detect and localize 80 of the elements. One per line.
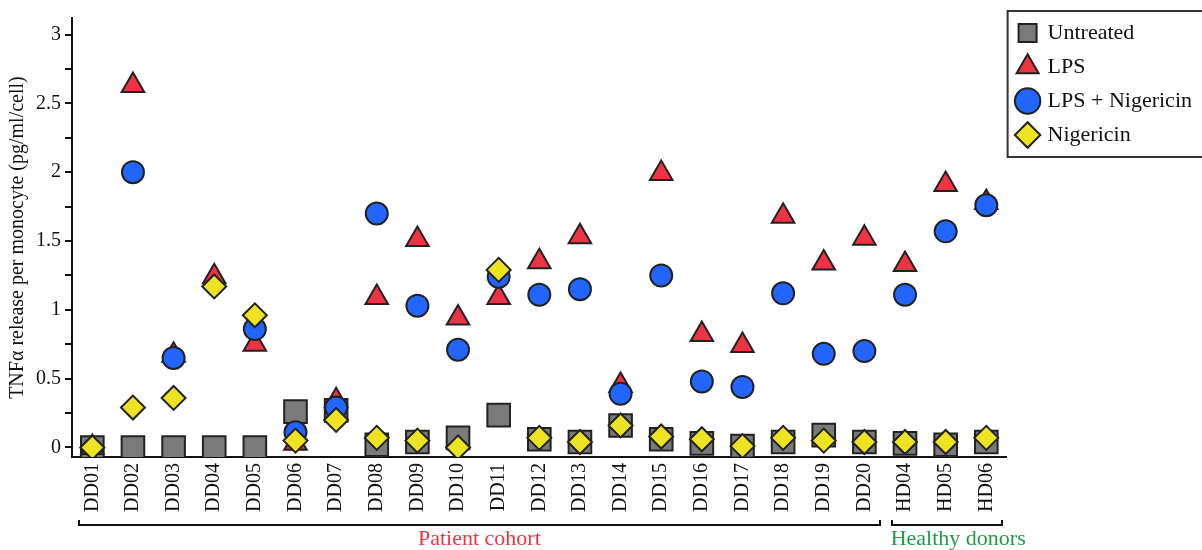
point [405,225,430,248]
point [242,435,268,458]
x-tick-label: HD05 [932,463,955,512]
x-tick-label: DD13 [567,463,590,512]
point [201,273,228,300]
x-tick-label: DD14 [607,463,630,512]
point [241,302,268,329]
point [852,224,877,246]
point [852,339,877,364]
x-tick-label: DD09 [404,463,427,512]
x-tick-label: DD03 [160,463,183,512]
x-tick-label: DD20 [851,463,874,512]
x-tick-label: DD07 [323,463,346,512]
x-tick-label: DD12 [526,463,549,512]
point [120,71,146,93]
y-tick-label: 2.5 [36,90,61,113]
point [648,159,674,182]
legend-label: LPS + Nigericin [1047,86,1193,112]
point [323,406,350,433]
x-tick-label: DD05 [242,463,265,512]
x-tick-label: DD08 [364,463,387,512]
point [689,369,714,394]
point [608,381,633,406]
point [893,282,918,307]
point [567,277,592,302]
y-axis-title: TNFα release per monocyte (pg/ml/cell) [5,76,29,399]
point [933,219,958,244]
point [486,402,511,428]
y-tick-label: 3 [51,21,61,44]
point [485,256,512,283]
x-tick-label: DD02 [120,463,143,512]
x-tick-label: DD18 [770,463,793,512]
point [160,384,187,411]
legend-label: Untreated [1047,18,1135,44]
point [933,170,958,193]
point [445,434,472,458]
point [688,426,715,453]
point [770,424,797,451]
text: Patient cohort [416,525,542,550]
x-tick-label: DD04 [201,463,224,512]
point [405,293,430,318]
point [161,435,186,458]
point [892,250,918,272]
x-tick-label: DD15 [648,463,671,512]
x-tick-label: DD10 [445,463,468,512]
point [201,435,227,458]
point [811,341,836,366]
x-tick-label: DD16 [689,463,712,512]
legend-label: LPS [1047,52,1086,78]
x-tick-label: DD06 [282,463,305,512]
point [283,399,308,424]
x-tick-label: HD04 [892,463,915,512]
point [649,263,674,288]
point [973,424,1000,451]
point [527,247,552,270]
y-tick-label: 2 [51,159,61,182]
point [811,249,837,271]
point [364,201,389,226]
x-tick-label: DD19 [811,463,833,512]
point [363,424,390,451]
x-tick-label: DD11 [485,463,508,512]
point [771,281,796,306]
point [120,435,146,458]
x-tick-label: DD17 [729,463,752,512]
y-tick-label: 1 [51,297,61,320]
y-tick-label: 0.5 [36,365,61,388]
text: Healthy donors [890,525,1026,550]
legend-label: Nigericin [1047,120,1131,146]
x-tick-label: HD06 [973,463,996,512]
point [770,202,796,224]
point [161,346,186,370]
point [730,374,755,399]
point [527,282,552,307]
point [446,337,471,362]
x-tick-label: DD01 [79,463,102,512]
point [810,427,837,454]
y-tick-label: 0 [51,434,61,457]
point [119,394,146,421]
y-tick-label: 1.5 [36,228,61,251]
point [567,222,593,245]
